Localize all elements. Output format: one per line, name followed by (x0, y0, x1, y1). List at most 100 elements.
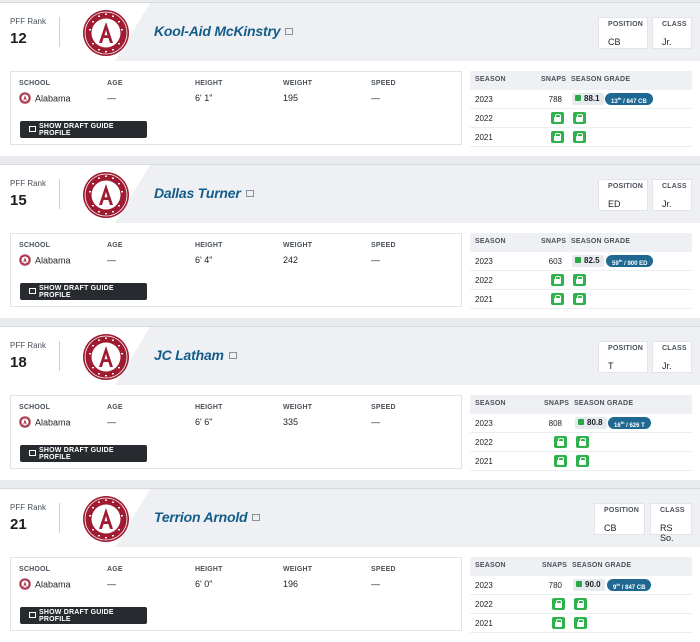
rank-total: / 900 ED (622, 261, 647, 267)
season-row: 2022 (470, 271, 692, 290)
lock-icon[interactable] (551, 274, 564, 286)
lock-icon[interactable] (573, 112, 586, 124)
lock-icon[interactable] (552, 598, 565, 610)
school-label: SCHOOL (19, 80, 71, 87)
season-year: 2021 (475, 619, 493, 628)
player-name[interactable]: JC Latham (154, 347, 224, 363)
player-name[interactable]: Dallas Turner (154, 185, 241, 201)
school-value: Alabama (19, 255, 71, 267)
season-year: 2022 (475, 114, 493, 123)
show-draft-guide-profile-button[interactable]: SHOW DRAFT GUIDE PROFILE (20, 121, 147, 138)
snaps-header: SNAPS (544, 400, 569, 407)
class-value: Jr. (662, 361, 682, 371)
team-logo (82, 171, 130, 219)
show-draft-guide-profile-button[interactable]: SHOW DRAFT GUIDE PROFILE (20, 607, 147, 624)
lock-icon[interactable] (554, 455, 567, 467)
height-value: 6' 6" (195, 417, 223, 427)
height-label: HEIGHT (195, 242, 223, 249)
player-name-link[interactable]: Kool-Aid McKinstry (154, 23, 293, 39)
season-header: SEASON (475, 562, 506, 569)
pff-rank-value: 12 (10, 30, 27, 47)
age-column: AGE— (107, 80, 123, 103)
season-year: 2021 (475, 295, 493, 304)
class-value: Jr. (662, 199, 682, 209)
rank-number: 16 (614, 423, 621, 429)
external-link-icon[interactable] (246, 190, 254, 197)
player-name[interactable]: Terrion Arnold (154, 509, 247, 525)
show-draft-guide-profile-button[interactable]: SHOW DRAFT GUIDE PROFILE (20, 283, 147, 300)
rank-total: / 626 T (624, 423, 644, 429)
lock-icon[interactable] (554, 436, 567, 448)
alabama-logo-icon (82, 9, 130, 57)
position-value: CB (604, 523, 635, 533)
lock-icon[interactable] (574, 617, 587, 629)
season-row: 2022 (470, 109, 692, 128)
player-name-link[interactable]: Dallas Turner (154, 185, 254, 201)
external-link-icon[interactable] (229, 352, 237, 359)
lock-icon[interactable] (574, 598, 587, 610)
position-label: POSITION (608, 345, 638, 352)
season-year: 2023 (475, 95, 493, 104)
lock-icon[interactable] (573, 131, 586, 143)
lock-icon[interactable] (576, 455, 589, 467)
rank-total: / 847 CB (620, 585, 645, 591)
alabama-logo-icon (19, 92, 31, 104)
season-row: 2021 (470, 128, 692, 147)
age-value: — (107, 255, 123, 265)
age-column: AGE— (107, 242, 123, 265)
position-value: T (608, 361, 638, 371)
grade-square-icon (578, 419, 584, 425)
player-name-link[interactable]: JC Latham (154, 347, 237, 363)
school-logo-icon (19, 254, 31, 266)
lock-icon[interactable] (573, 293, 586, 305)
player-name[interactable]: Kool-Aid McKinstry (154, 23, 280, 39)
external-link-icon[interactable] (252, 514, 260, 521)
show-draft-guide-label: SHOW DRAFT GUIDE PROFILE (39, 609, 114, 623)
position-value: ED (608, 199, 638, 209)
divider (59, 179, 60, 209)
season-year: 2022 (475, 438, 493, 447)
position-rank-pill: 13th / 847 CB (605, 93, 653, 105)
lock-icon[interactable] (551, 293, 564, 305)
height-label: HEIGHT (195, 566, 223, 573)
weight-value: 242 (283, 255, 312, 265)
external-link-icon[interactable] (285, 28, 293, 35)
show-draft-guide-profile-button[interactable]: SHOW DRAFT GUIDE PROFILE (20, 445, 147, 462)
show-draft-guide-label: SHOW DRAFT GUIDE PROFILE (39, 123, 114, 137)
height-value: 6' 1" (195, 93, 223, 103)
season-header: SEASON (475, 238, 506, 245)
season-header: SEASON (475, 400, 506, 407)
lock-icon[interactable] (551, 131, 564, 143)
speed-value: — (371, 255, 396, 265)
lock-icon[interactable] (552, 617, 565, 629)
position-tag: POSITION CB (594, 503, 645, 535)
lock-icon[interactable] (573, 274, 586, 286)
player-name-link[interactable]: Terrion Arnold (154, 509, 260, 525)
season-row: 2022 (470, 595, 692, 614)
height-value: 6' 0" (195, 579, 223, 589)
pff-rank-value: 15 (10, 192, 27, 209)
class-label: CLASS (662, 183, 682, 190)
snaps-value: 808 (522, 419, 562, 428)
speed-value: — (371, 93, 396, 103)
lock-icon[interactable] (551, 112, 564, 124)
height-label: HEIGHT (195, 404, 223, 411)
grade-value: 90.0 (585, 580, 601, 589)
position-label: POSITION (604, 507, 635, 514)
lock-icon[interactable] (576, 436, 589, 448)
pff-rank-value: 18 (10, 354, 27, 371)
snaps-value: 780 (522, 581, 562, 590)
